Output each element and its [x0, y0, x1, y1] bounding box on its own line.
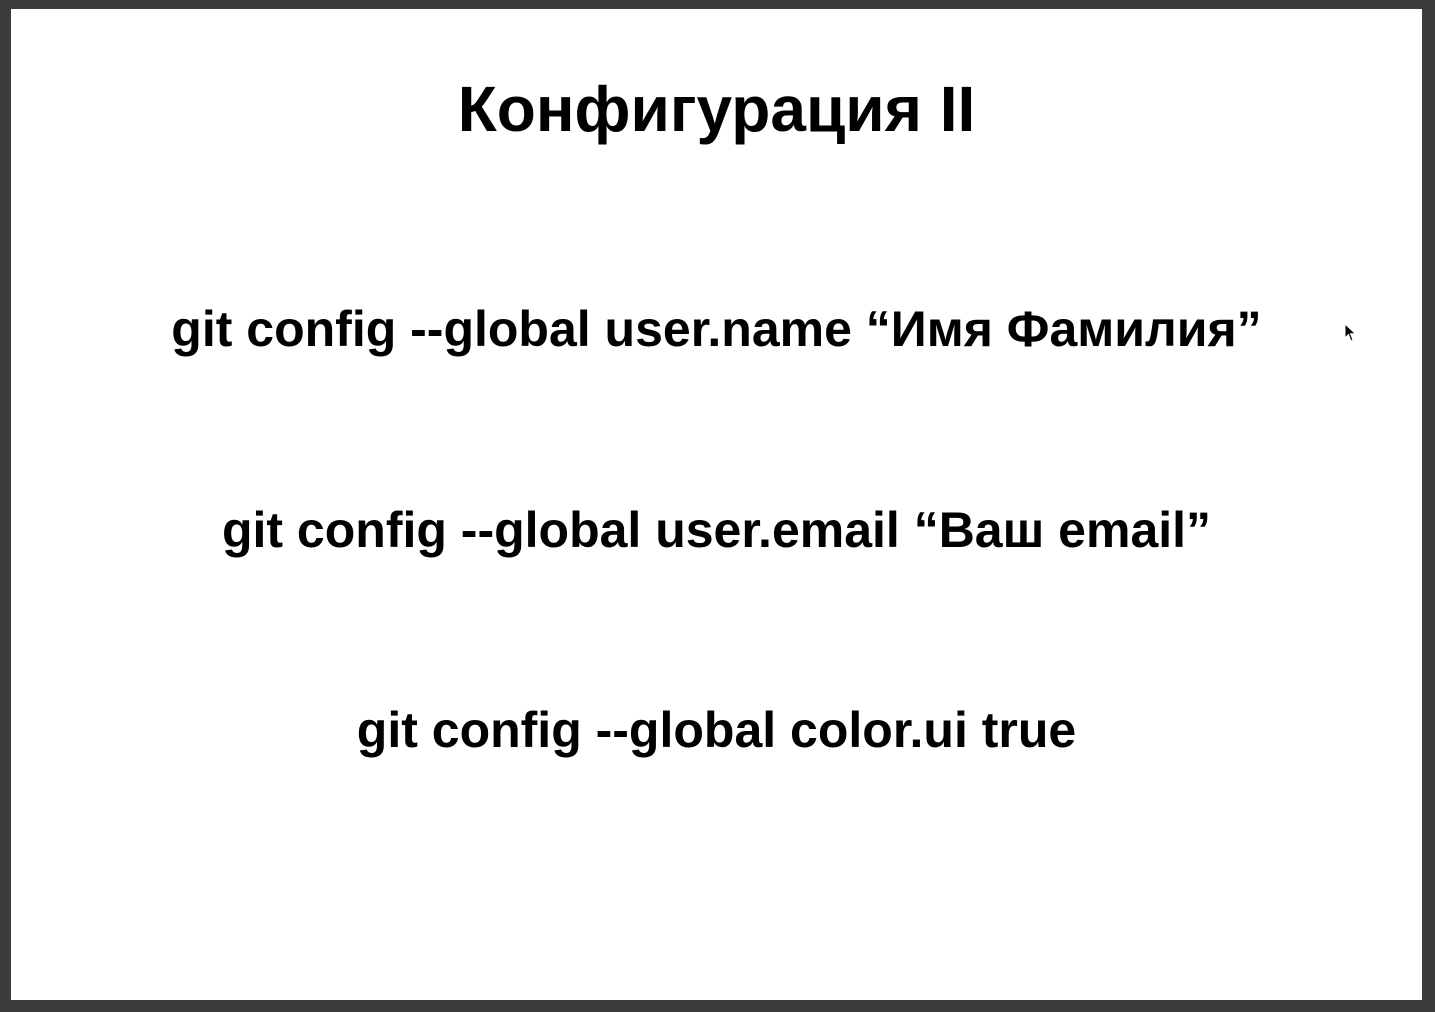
command-user-name: git config --global user.name “Имя Фамил… [171, 301, 1262, 357]
slide-title: Конфигурация II [457, 73, 976, 145]
command-user-email: git config --global user.email “Ваш emai… [221, 502, 1212, 558]
mouse-pointer-icon [1344, 323, 1357, 342]
command-color-ui: git config --global color.ui true [356, 702, 1077, 758]
presentation-slide: Конфигурация II git config --global user… [11, 9, 1422, 1000]
